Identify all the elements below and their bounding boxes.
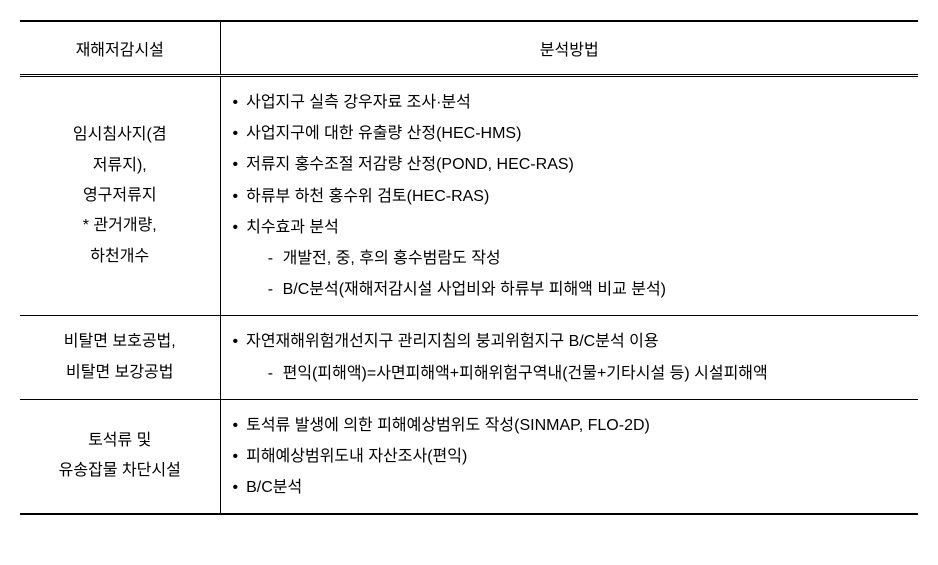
table-row: 비탈면 보호공법, 비탈면 보강공법 자연재해위험개선지구 관리지침의 붕괴위험지구… [20,316,918,399]
header-method: 분석방법 [220,21,918,76]
facility-line: 비탈면 보호공법, [64,333,176,350]
bullet-item: 토석류 발생에 의한 피해예상범위도 작성(SINMAP, FLO-2D) [233,410,907,441]
method-cell: 토석류 발생에 의한 피해예상범위도 작성(SINMAP, FLO-2D) 피해예… [220,399,918,514]
bullet-item: 치수효과 분석개발전, 중, 후의 홍수범람도 작성B/C분석(재해저감시설 사… [233,212,907,306]
facility-line: 하천개수 [90,248,149,265]
table-row: 토석류 및유송잡물 차단시설토석류 발생에 의한 피해예상범위도 작성(SINM… [20,399,918,514]
table-row: 임시침사지(겸저류지), 영구저류지 * 관거개량, 하천개수 사업지구 실측 강우자료… [20,76,918,316]
bullet-item: B/C분석 [233,472,907,503]
facility-cell: 임시침사지(겸저류지), 영구저류지 * 관거개량, 하천개수 [20,76,220,316]
bullet-item: 하류부 하천 홍수위 검토(HEC-RAS) [233,181,907,212]
facility-line: 저류지), [93,157,147,174]
sub-item: 편익(피해액)=사면피해액+피해위험구역내(건물+기타시설 등) 시설피해액 [268,358,906,389]
facility-line: 임시침사지(겸 [73,126,167,143]
facility-cell: 비탈면 보호공법, 비탈면 보강공법 [20,316,220,399]
facility-line: 토석류 및 [88,432,151,449]
sub-list: 개발전, 중, 후의 홍수범람도 작성B/C분석(재해저감시설 사업비와 하류부… [250,243,906,305]
bullet-text: 사업지구 실측 강우자료 조사·분석 [246,94,471,111]
bullet-text: 토석류 발생에 의한 피해예상범위도 작성(SINMAP, FLO-2D) [246,417,650,434]
bullet-text: B/C분석 [246,479,302,496]
facility-cell: 토석류 및유송잡물 차단시설 [20,399,220,514]
bullet-text: 사업지구에 대한 유출량 산정(HEC-HMS) [246,125,521,142]
bullet-text: 하류부 하천 홍수위 검토(HEC-RAS) [246,188,489,205]
sub-list: 편익(피해액)=사면피해액+피해위험구역내(건물+기타시설 등) 시설피해액 [250,358,906,389]
analysis-methods-table: 재해저감시설 분석방법 임시침사지(겸저류지), 영구저류지 * 관거개량, 하천개수… [20,20,918,515]
table-header-row: 재해저감시설 분석방법 [20,21,918,76]
bullet-item: 사업지구에 대한 유출량 산정(HEC-HMS) [233,118,907,149]
bullet-text: 저류지 홍수조절 저감량 산정(POND, HEC-RAS) [246,156,574,173]
bullet-item: 사업지구 실측 강우자료 조사·분석 [233,87,907,118]
bullet-text: 자연재해위험개선지구 관리지침의 붕괴위험지구 B/C분석 이용 [246,333,658,350]
bullet-text: 피해예상범위도내 자산조사(편익) [246,448,467,465]
facility-line: * 관거개량, [83,217,157,234]
bullet-list: 사업지구 실측 강우자료 조사·분석사업지구에 대한 유출량 산정(HEC-HM… [233,87,907,305]
sub-item: B/C분석(재해저감시설 사업비와 하류부 피해액 비교 분석) [268,274,906,305]
bullet-item: 자연재해위험개선지구 관리지침의 붕괴위험지구 B/C분석 이용편익(피해액)=… [233,326,907,388]
bullet-item: 피해예상범위도내 자산조사(편익) [233,441,907,472]
facility-line: 영구저류지 [83,187,157,204]
bullet-text: 치수효과 분석 [246,219,339,236]
method-cell: 자연재해위험개선지구 관리지침의 붕괴위험지구 B/C분석 이용편익(피해액)=… [220,316,918,399]
facility-line: 유송잡물 차단시설 [59,462,181,479]
method-cell: 사업지구 실측 강우자료 조사·분석사업지구에 대한 유출량 산정(HEC-HM… [220,76,918,316]
sub-item: 개발전, 중, 후의 홍수범람도 작성 [268,243,906,274]
bullet-item: 저류지 홍수조절 저감량 산정(POND, HEC-RAS) [233,149,907,180]
facility-line: 비탈면 보강공법 [66,364,174,381]
header-facility: 재해저감시설 [20,21,220,76]
bullet-list: 자연재해위험개선지구 관리지침의 붕괴위험지구 B/C분석 이용편익(피해액)=… [233,326,907,388]
bullet-list: 토석류 발생에 의한 피해예상범위도 작성(SINMAP, FLO-2D) 피해예… [233,410,907,504]
